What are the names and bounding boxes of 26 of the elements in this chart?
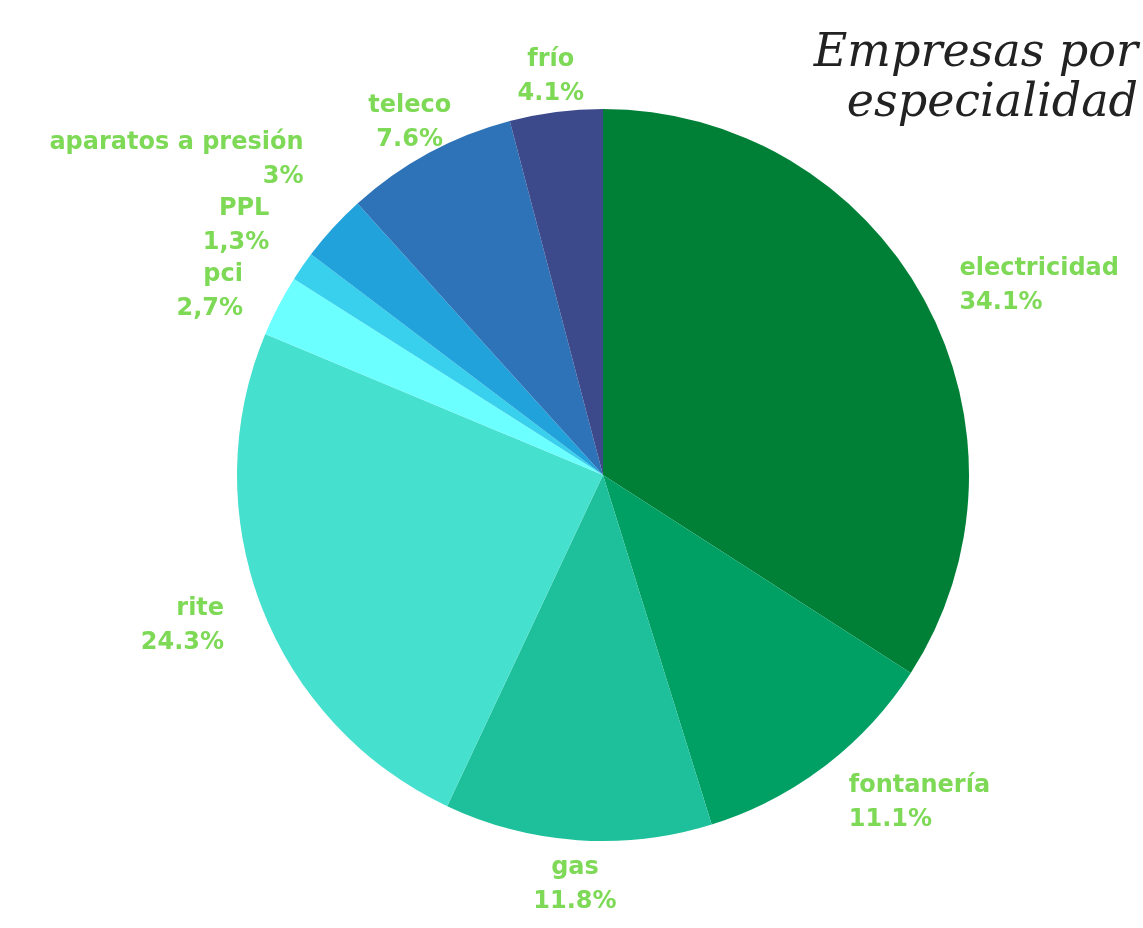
data-label: 3%: [262, 161, 304, 190]
pie-slice: [509, 109, 603, 475]
slice-label: rite: [176, 592, 225, 621]
pie-slice: [293, 254, 603, 475]
slice-label: aparatos a presión: [49, 127, 304, 156]
pie-slice: [265, 278, 603, 475]
data-label: 1,3%: [202, 227, 270, 256]
chart-title: Empresas por especialidad: [812, 23, 1142, 127]
data-label: 11.8%: [533, 886, 617, 915]
slice-label: gas: [551, 852, 599, 881]
slice-label: electricidad: [959, 252, 1119, 281]
data-label: 11.1%: [848, 804, 933, 833]
slice-label: frío: [527, 44, 575, 73]
data-label: 7.6%: [376, 124, 443, 152]
data-label: 4.1%: [517, 78, 585, 107]
pie-slice: [357, 121, 603, 475]
slice-label: fontanería: [848, 770, 991, 799]
pie-slice: [447, 475, 712, 841]
data-label: 24.3%: [140, 626, 225, 655]
data-label: 34.1%: [959, 286, 1043, 315]
pie-slice: [311, 203, 603, 475]
pie-slice: [237, 333, 603, 807]
slice-label: teleco: [368, 90, 452, 118]
slice-label: pci: [203, 259, 243, 288]
slice-label: PPL: [218, 193, 270, 222]
data-label: 2,7%: [176, 293, 243, 322]
